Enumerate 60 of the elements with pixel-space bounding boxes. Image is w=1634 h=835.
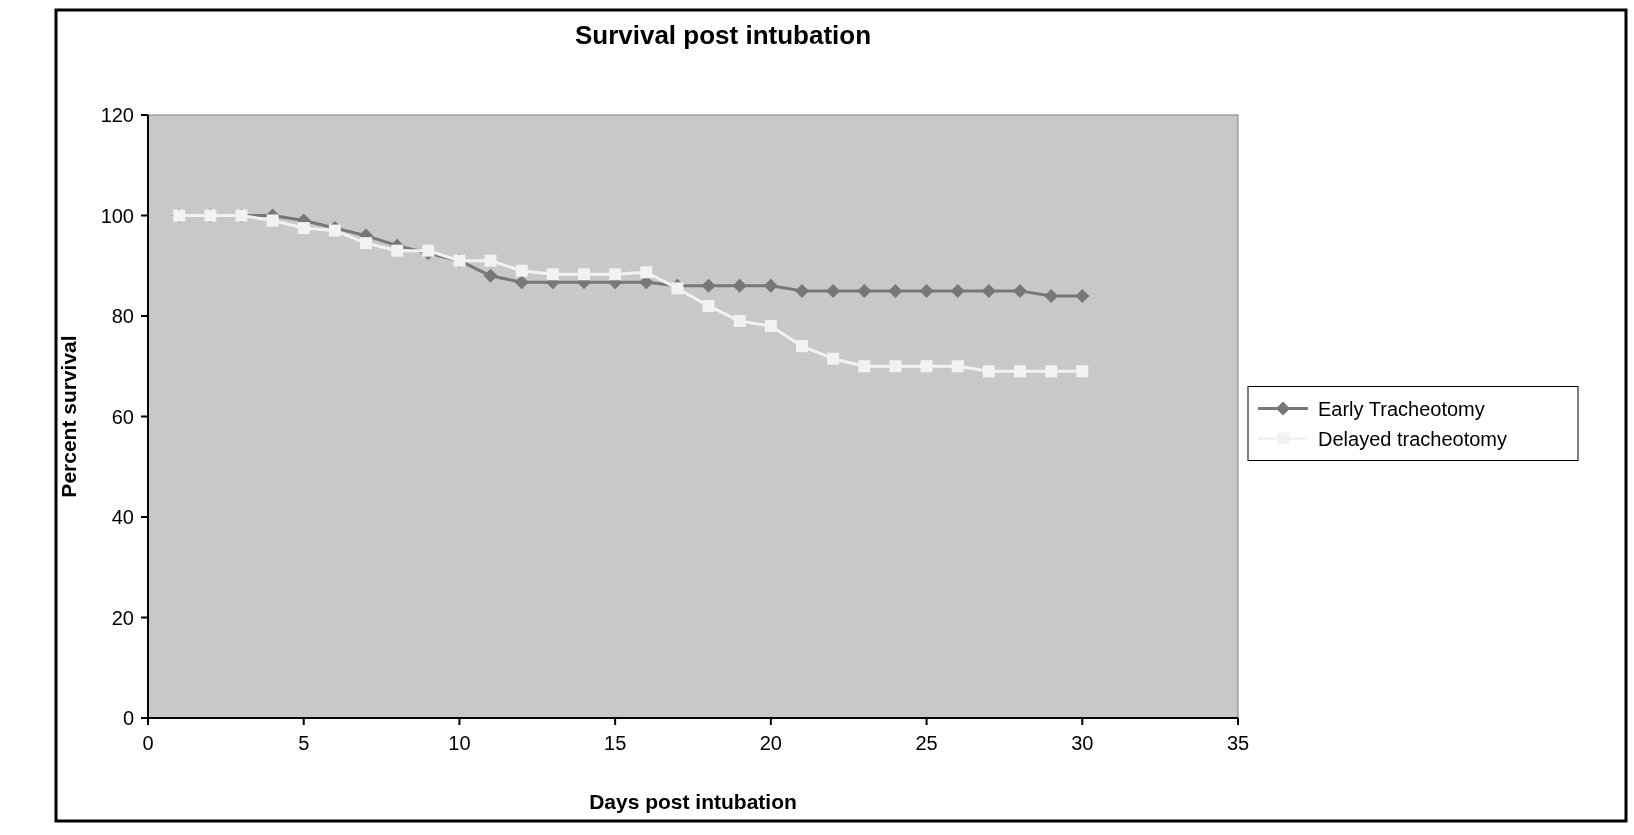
- x-tick-label: 10: [448, 732, 471, 754]
- chart-title: Survival post intubation: [574, 20, 872, 50]
- point: [609, 268, 622, 281]
- y-tick-label: 80: [111, 305, 134, 327]
- point: [857, 283, 872, 298]
- point: [546, 268, 559, 281]
- x-tick-label: 0: [142, 732, 154, 754]
- point: [1075, 288, 1090, 303]
- x-tick-label: 35: [1226, 732, 1250, 754]
- point: [888, 283, 903, 298]
- point: [514, 275, 529, 290]
- x-axis-title: Days post intubation: [589, 790, 797, 813]
- point: [858, 360, 871, 373]
- point: [732, 278, 747, 293]
- x-tick-label: 20: [759, 732, 782, 754]
- point: [950, 283, 965, 298]
- point: [266, 214, 279, 227]
- point: [981, 283, 996, 298]
- point: [297, 222, 310, 235]
- point: [920, 360, 933, 373]
- x-tick-label: 5: [298, 732, 310, 754]
- point: [795, 283, 809, 298]
- y-tick-label: 0: [122, 707, 134, 729]
- x-tick-label: 15: [604, 732, 627, 754]
- point: [796, 340, 808, 353]
- point: [733, 315, 746, 328]
- point: [1044, 288, 1059, 303]
- point: [826, 283, 841, 298]
- point: [1045, 365, 1058, 378]
- point: [889, 360, 902, 373]
- point: [702, 299, 715, 312]
- y-tick-label: 60: [111, 405, 134, 428]
- point: [640, 266, 653, 279]
- point: [951, 360, 964, 373]
- x-tick-label: 30: [1071, 732, 1094, 754]
- point: [764, 320, 777, 333]
- point: [422, 244, 435, 257]
- point: [391, 244, 404, 257]
- point: [827, 352, 840, 365]
- point: [919, 283, 934, 298]
- point: [360, 237, 372, 250]
- legend-label: Early Tracheotomy: [1318, 397, 1485, 420]
- point: [701, 278, 716, 293]
- y-tick-label: 20: [111, 606, 134, 629]
- x-tick-label: 25: [915, 732, 938, 754]
- point: [1014, 365, 1026, 378]
- point: [982, 365, 995, 378]
- point: [1013, 283, 1027, 298]
- y-tick-label: 40: [111, 506, 134, 528]
- point: [484, 254, 497, 267]
- point: [483, 268, 498, 283]
- point: [1076, 365, 1089, 378]
- point: [515, 264, 528, 277]
- point: [763, 278, 778, 293]
- y-tick-label: 100: [100, 204, 134, 227]
- y-tick-label: 120: [100, 104, 134, 126]
- legend-label: Delayed tracheotomy: [1318, 427, 1507, 450]
- y-axis-title: Percent survival: [57, 335, 80, 498]
- point: [578, 268, 590, 281]
- point: [671, 282, 684, 295]
